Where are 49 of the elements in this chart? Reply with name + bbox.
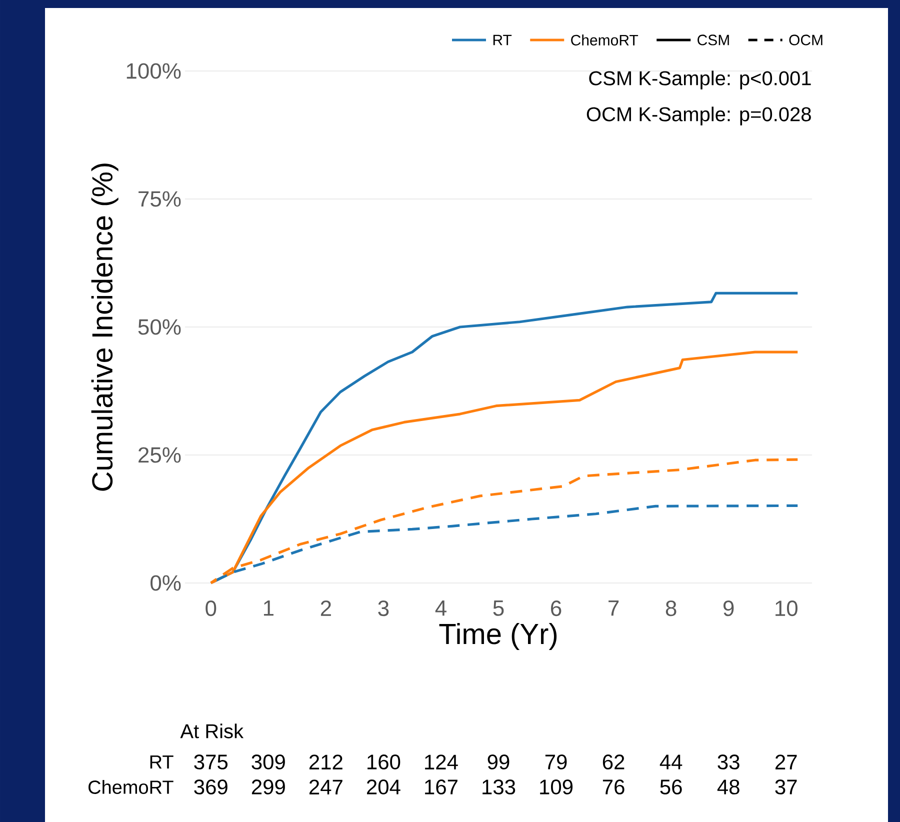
text: At Risk bbox=[180, 724, 244, 738]
text: 375 bbox=[194, 754, 228, 770]
text: 44 bbox=[660, 754, 682, 770]
text: 309 bbox=[252, 754, 285, 770]
text: 37 bbox=[775, 780, 797, 794]
y-tick-label: 0% bbox=[150, 575, 181, 591]
text: 160 bbox=[368, 754, 400, 770]
text: 204 bbox=[366, 780, 400, 794]
x-tick-label: 3 bbox=[378, 600, 389, 616]
x-tick-label: 0 bbox=[206, 600, 216, 616]
text: ChemoRT bbox=[88, 780, 174, 794]
text: 133 bbox=[482, 780, 516, 794]
text: 299 bbox=[252, 780, 285, 794]
text: CSM bbox=[698, 34, 729, 46]
text: 79 bbox=[545, 754, 567, 770]
y-tick-label: 100% bbox=[126, 63, 181, 79]
x-axis-title: Time (Yr) bbox=[439, 622, 557, 650]
y-axis-title: Cumulative Incidence (%) bbox=[91, 164, 118, 491]
x-tick-label: 1 bbox=[264, 600, 274, 616]
text: 76 bbox=[602, 780, 624, 794]
text: 247 bbox=[309, 780, 342, 794]
x-tick-label: 2 bbox=[320, 600, 331, 616]
y-tick-label: 75% bbox=[138, 191, 181, 207]
x-tick-label: 4 bbox=[435, 600, 446, 616]
text: 99 bbox=[488, 754, 510, 770]
y-tick-label: 50% bbox=[138, 319, 181, 335]
x-tick-label: 8 bbox=[666, 600, 676, 616]
x-tick-label: 6 bbox=[551, 600, 562, 616]
text: RT bbox=[150, 755, 174, 769]
text: 167 bbox=[425, 780, 458, 794]
text: 56 bbox=[660, 780, 682, 794]
text: RT bbox=[493, 34, 512, 46]
text: 212 bbox=[309, 754, 342, 770]
text: 369 bbox=[194, 780, 228, 794]
text: OCM bbox=[789, 34, 822, 46]
text: 48 bbox=[717, 780, 740, 794]
text: 27 bbox=[775, 754, 797, 770]
x-tick-label: 7 bbox=[608, 600, 619, 616]
text: 33 bbox=[718, 754, 740, 770]
x-tick-label: 10 bbox=[776, 600, 798, 616]
text: 124 bbox=[425, 754, 458, 770]
annotation: CSM K-Sample: p<0.001 bbox=[589, 70, 811, 90]
annotation: OCM K-Sample: p=0.028 bbox=[586, 106, 811, 126]
text: ChemoRT bbox=[571, 34, 638, 46]
x-tick-label: 9 bbox=[724, 600, 734, 616]
text: 109 bbox=[540, 780, 573, 794]
x-tick-label: 5 bbox=[493, 600, 504, 616]
y-tick-label: 25% bbox=[138, 447, 181, 463]
text: 62 bbox=[602, 754, 624, 770]
